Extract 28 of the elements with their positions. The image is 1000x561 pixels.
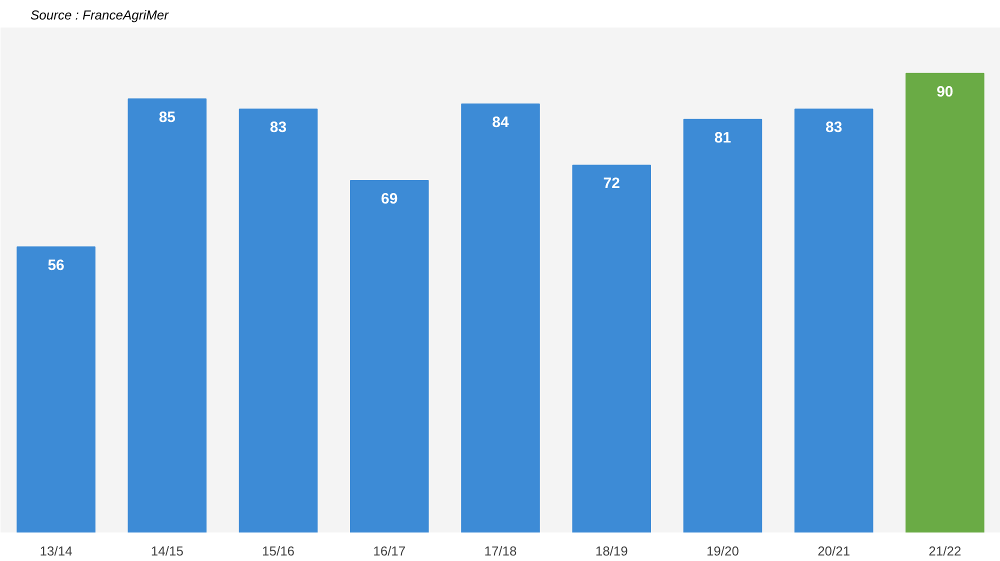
bar xyxy=(794,108,874,532)
data-label: 83 xyxy=(825,119,842,136)
data-label: 72 xyxy=(603,175,620,192)
data-label: 81 xyxy=(714,129,732,146)
data-label: 69 xyxy=(381,190,398,208)
x-tick-label: 17/18 xyxy=(484,544,517,558)
data-label: 85 xyxy=(158,108,176,126)
bar xyxy=(16,246,96,532)
bar xyxy=(683,118,762,532)
source-note: Source : FranceAgriMer xyxy=(30,8,170,22)
x-tick-label: 13/14 xyxy=(40,544,72,558)
x-tick-label: 20/21 xyxy=(818,544,850,558)
x-tick-label: 19/20 xyxy=(706,544,740,558)
bar xyxy=(128,98,207,532)
bar xyxy=(461,104,540,532)
data-label: 83 xyxy=(270,119,287,136)
x-tick-label: 15/16 xyxy=(262,544,295,558)
x-tick-label: 18/19 xyxy=(595,544,628,558)
data-label: 84 xyxy=(492,114,510,132)
bar xyxy=(572,164,651,532)
data-label: 56 xyxy=(48,256,64,274)
x-tick-label: 21/22 xyxy=(928,544,962,558)
x-tick-label: 16/17 xyxy=(373,544,406,558)
bar xyxy=(906,72,984,532)
bar xyxy=(350,180,429,532)
x-tick-label: 14/15 xyxy=(150,544,184,558)
data-label: 90 xyxy=(936,83,954,100)
bar xyxy=(238,108,318,532)
